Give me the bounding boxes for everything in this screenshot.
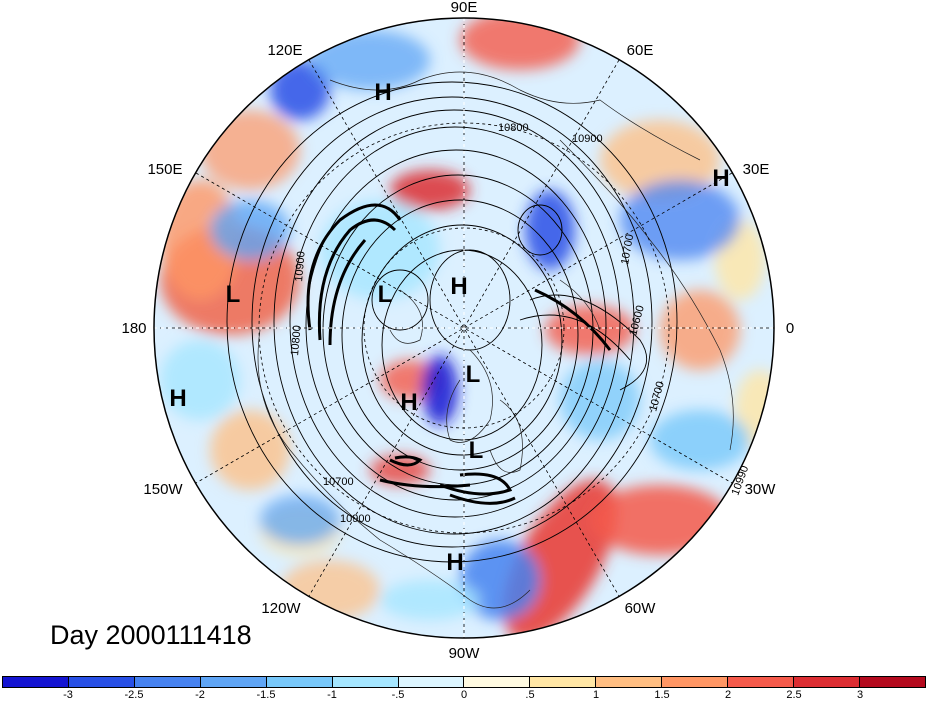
lon-label-90e: 90E (451, 0, 478, 16)
contour-label: 10800 (289, 325, 304, 357)
pressure-center: H (450, 273, 467, 300)
contour-label: 10900 (572, 133, 603, 145)
colorbar (2, 676, 926, 688)
lon-label-0: 0 (786, 320, 794, 337)
colorbar-tick-label: .5 (525, 689, 535, 701)
colorbar-tick-label: 3 (856, 689, 864, 701)
colorbar-tick-label: 1 (592, 689, 600, 701)
lon-label-150w: 150W (143, 481, 183, 498)
pressure-center: L (226, 281, 241, 308)
colorbar-tick-label: -.5 (391, 689, 405, 701)
pressure-center: H (712, 165, 729, 192)
colorbar-tick-label: -3 (63, 689, 73, 701)
colorbar-ticks: -3 -2.5 -2 -1.5 -1 -.5 0 .5 1 1.5 2 2.5 3 (2, 689, 926, 702)
pressure-center: H (400, 389, 417, 416)
map-title: Day 2000111418 (50, 620, 252, 650)
anomaly-field (154, 18, 774, 638)
colorbar-swatch (859, 677, 925, 687)
pressure-center: H (374, 79, 391, 106)
colorbar-swatch (728, 677, 795, 687)
colorbar-swatch (200, 677, 267, 687)
pressure-center: H (169, 385, 186, 412)
axis-highlights (154, 18, 774, 638)
colorbar-swatch (530, 677, 597, 687)
colorbar-swatch (398, 677, 465, 687)
contour-label: 10700 (619, 233, 636, 265)
coastlines (257, 71, 734, 609)
contour-label: 10900 (293, 251, 308, 283)
lon-label-120w: 120W (261, 600, 301, 617)
lon-label-150e: 150E (147, 161, 182, 178)
pressure-center: H (446, 549, 463, 576)
colorbar-tick-label: 1.5 (654, 689, 670, 701)
pressure-center: L (469, 437, 484, 464)
contour-label: 10700 (323, 476, 354, 488)
pressure-center: L (378, 281, 393, 308)
map-boundary (153, 17, 775, 639)
colorbar-swatch (662, 677, 729, 687)
colorbar-swatch (68, 677, 135, 687)
polar-map: 90E 60E 30E 0 30W 60W 90W 120W 150W 180 … (121, 0, 794, 662)
lon-label-30e: 30E (743, 161, 770, 178)
colorbar-tick-label: -2.5 (124, 689, 144, 701)
lon-label-30w: 30W (745, 481, 777, 498)
colorbar-tick-label: -1 (327, 689, 337, 701)
lon-label-180: 180 (121, 320, 146, 337)
colorbar-swatch (332, 677, 399, 687)
colorbar-swatch (134, 677, 201, 687)
colorbar-tick-label: -2 (195, 689, 205, 701)
lon-label-60e: 60E (627, 42, 654, 59)
colorbar-tick-label: -1.5 (256, 689, 276, 701)
lon-label-60w: 60W (625, 600, 657, 617)
height-contours (226, 81, 678, 563)
lon-label-90w: 90W (449, 645, 481, 662)
colorbar-tick-label: 2.5 (786, 689, 802, 701)
colorbar-tick-label: 0 (460, 689, 468, 701)
colorbar-swatch (596, 677, 663, 687)
jet-stream-contours (306, 203, 612, 505)
colorbar-swatch (3, 677, 69, 687)
contour-label: 10800 (498, 122, 529, 134)
colorbar-swatch (464, 677, 531, 687)
lon-label-120e: 120E (267, 42, 302, 59)
pressure-center: L (466, 361, 481, 388)
colorbar-swatch (266, 677, 333, 687)
colorbar-tick-label: 2 (724, 689, 732, 701)
contour-label: 10900 (340, 513, 371, 525)
colorbar-swatch (794, 677, 860, 687)
